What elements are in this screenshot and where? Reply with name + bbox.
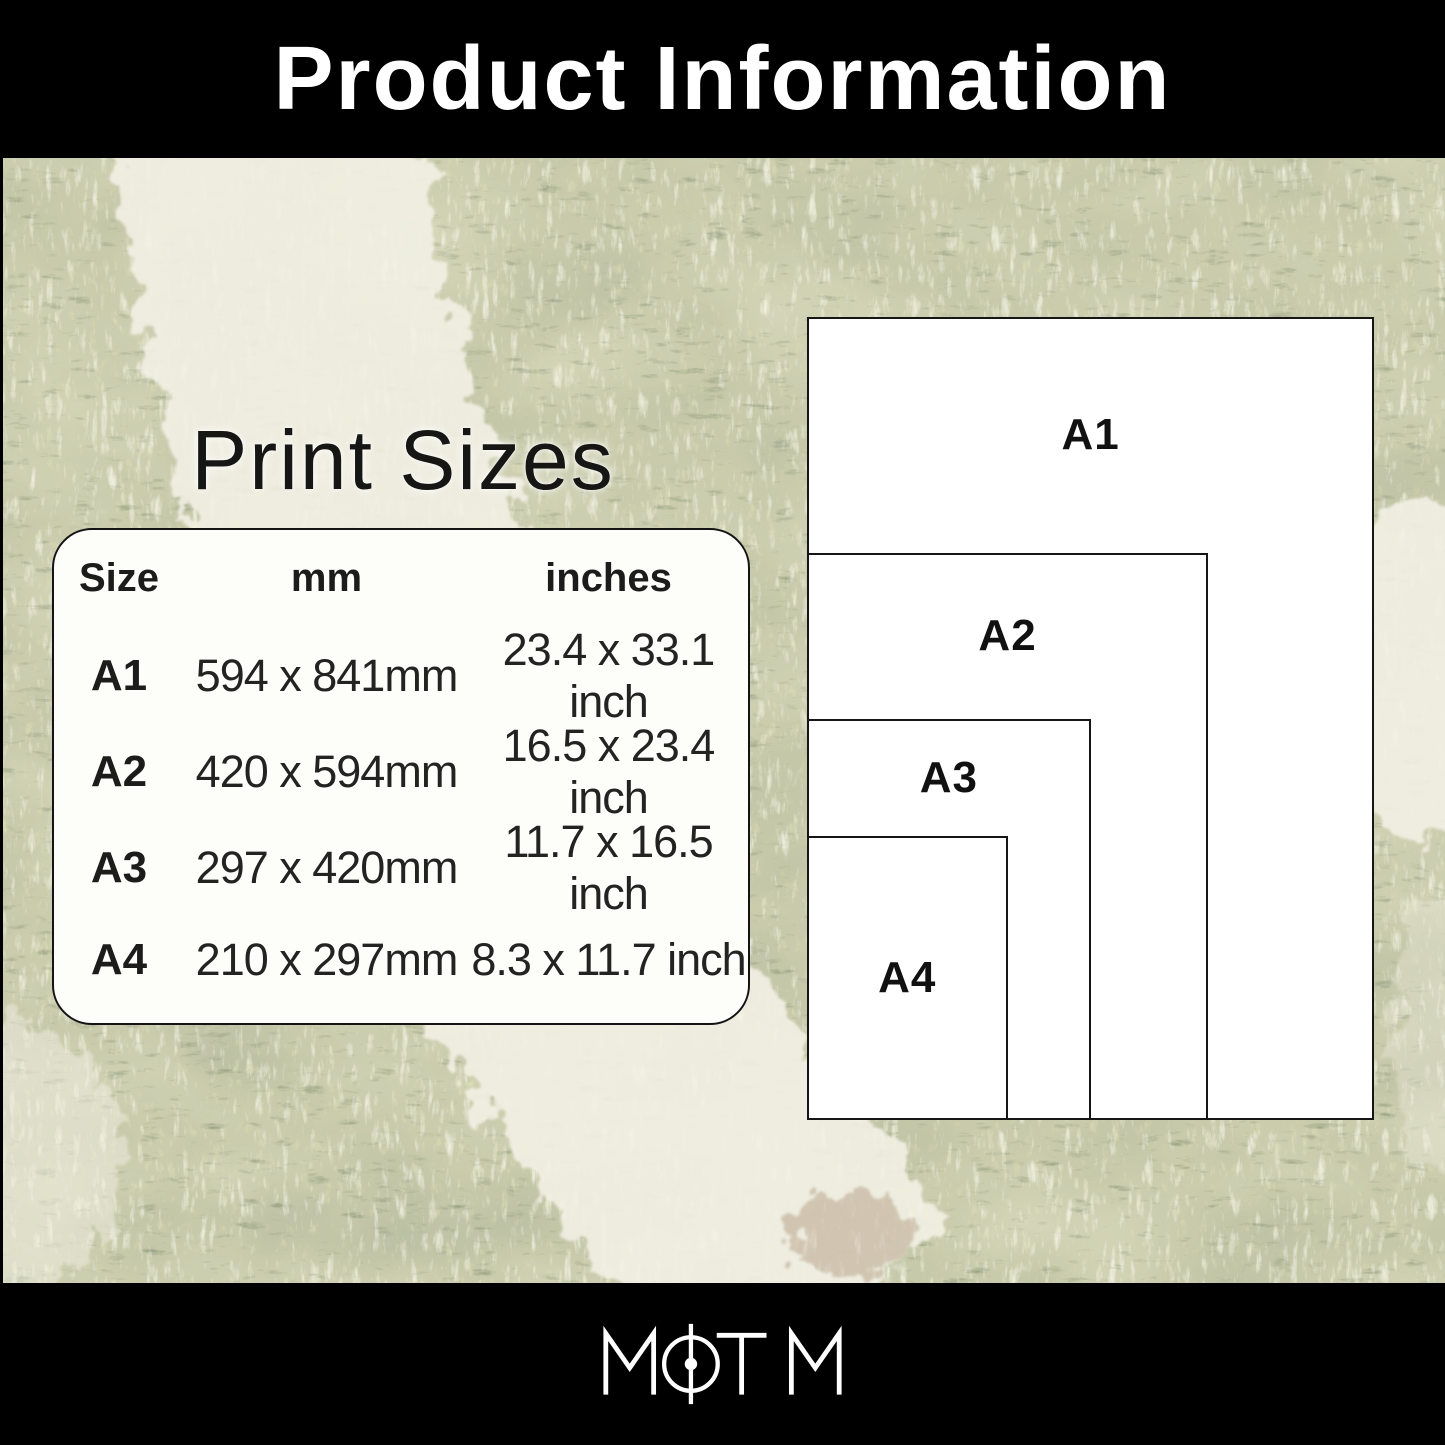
header-bar: Product Information <box>0 0 1445 158</box>
paper-box-a4 <box>807 836 1008 1120</box>
paper-label-a3: A3 <box>919 752 978 802</box>
size-label: A4 <box>90 935 148 984</box>
size-mm: 297 x 420mm <box>195 842 459 893</box>
table-row: A4 210 x 297mm 8.3 x 11.7 inch <box>54 912 748 1008</box>
table-row: A1 594 x 841mm 23.4 x 33.1 inch <box>54 624 748 727</box>
logo-letter-t <box>716 1332 767 1395</box>
column-header-inches: inches <box>545 555 672 600</box>
motm-logo <box>603 1323 842 1405</box>
paper-label-a4: A4 <box>878 953 937 1003</box>
logo-letter-m1 <box>603 1325 657 1395</box>
print-sizes-table-card: Size mm inches A1 594 x 841mm 23.4 x 33.… <box>52 528 750 1025</box>
table-header-row: Size mm inches <box>54 550 748 606</box>
size-label: A3 <box>90 843 148 892</box>
paper-label-a2: A2 <box>978 610 1037 660</box>
size-inches: 8.3 x 11.7 inch <box>471 934 746 985</box>
logo-letter-m2 <box>788 1325 842 1395</box>
size-mm: 210 x 297mm <box>195 934 459 985</box>
size-inches: 11.7 x 16.5 inch <box>504 816 713 919</box>
size-mm: 594 x 841mm <box>195 650 459 701</box>
table-row: A2 420 x 594mm 16.5 x 23.4 inch <box>54 720 748 823</box>
size-label: A1 <box>90 651 148 700</box>
size-inches: 23.4 x 33.1 inch <box>502 624 716 727</box>
print-sizes-title: Print Sizes <box>191 413 615 507</box>
footer-bar <box>0 1283 1445 1445</box>
page-title: Product Information <box>273 28 1172 129</box>
table-row: A3 297 x 420mm 11.7 x 16.5 inch <box>54 816 748 919</box>
size-mm: 420 x 594mm <box>195 746 459 797</box>
size-inches: 16.5 x 23.4 inch <box>502 720 716 823</box>
logo-centre-spot-icon <box>684 1357 698 1371</box>
left-edge-frame <box>0 158 3 1283</box>
grass-section: Print Sizes Size mm inches A1 594 x 841m… <box>0 158 1445 1283</box>
column-header-size: Size <box>78 555 160 600</box>
size-label: A2 <box>90 747 148 796</box>
column-header-mm: mm <box>290 555 363 600</box>
paper-label-a1: A1 <box>1061 409 1120 459</box>
